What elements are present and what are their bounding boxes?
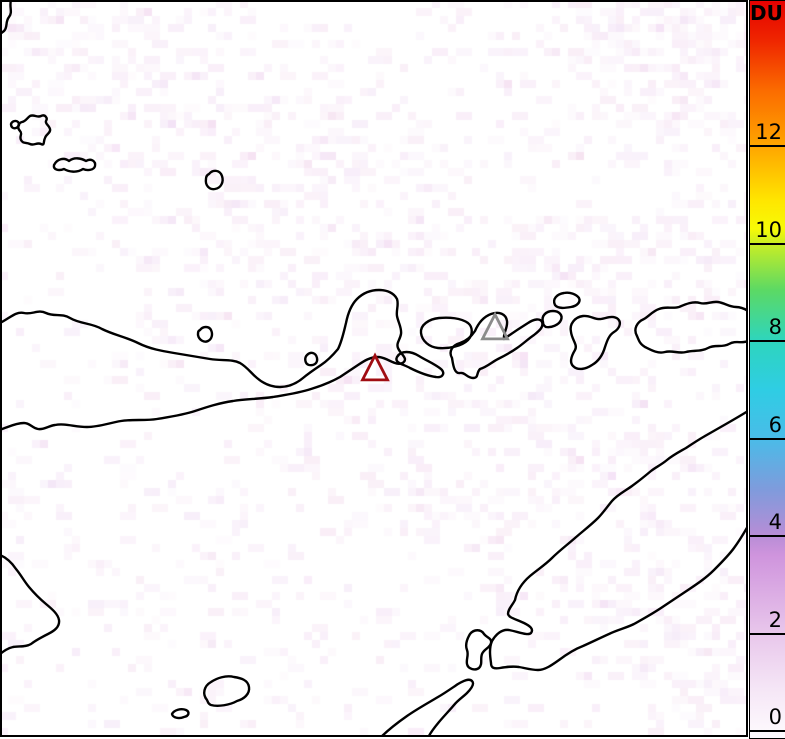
colorbar-tick-label: 12 <box>755 120 782 145</box>
island-oval-n <box>204 169 224 191</box>
island-rote <box>379 678 475 737</box>
island-elongated-nw <box>52 157 97 173</box>
island-adonara <box>419 316 473 350</box>
island-savu <box>203 675 251 707</box>
station-marker-red <box>360 352 390 382</box>
island-star-nw <box>17 114 52 146</box>
island-flores <box>0 288 407 432</box>
colorbar-tick-label: 10 <box>755 217 782 242</box>
coastlines-layer <box>0 0 748 737</box>
colorbar-tick <box>750 340 785 343</box>
island-oval-e <box>304 351 319 367</box>
island-sumba <box>0 553 61 656</box>
map-border <box>0 0 748 737</box>
colorbar-tick-label: 0 <box>768 705 782 729</box>
colorbar-tick-label: 2 <box>768 607 782 632</box>
coast-corner-squiggle <box>0 0 13 36</box>
colorbar-tick <box>750 535 785 538</box>
islet-savu <box>170 708 190 720</box>
colorbar-tick <box>750 730 785 732</box>
island-semau <box>465 629 493 671</box>
map-area <box>0 0 748 737</box>
colorbar-unit-label: DU <box>750 1 783 25</box>
colorbar: 0 2 4 6 8 10 12 DU <box>749 0 785 739</box>
island-timor <box>488 409 748 672</box>
colorbar-tick <box>750 145 785 148</box>
islet-strait-a <box>541 309 563 329</box>
colorbar-tick <box>750 632 785 635</box>
island-solor <box>395 350 445 379</box>
colorbar-tick <box>750 437 785 440</box>
colorbar-tick <box>750 242 785 245</box>
station-marker-gray <box>480 311 510 341</box>
islet-strait-b <box>552 291 581 310</box>
colorbar-gradient <box>750 1 785 738</box>
colorbar-tick-label: 4 <box>768 510 782 535</box>
colorbar-tick-label: 6 <box>768 412 782 437</box>
island-lembata <box>449 311 544 380</box>
data-raster <box>0 0 748 737</box>
island-circle-c <box>196 325 214 343</box>
colorbar-tick-label: 8 <box>768 315 782 340</box>
island-pantar <box>569 314 622 371</box>
island-alor <box>634 300 748 354</box>
